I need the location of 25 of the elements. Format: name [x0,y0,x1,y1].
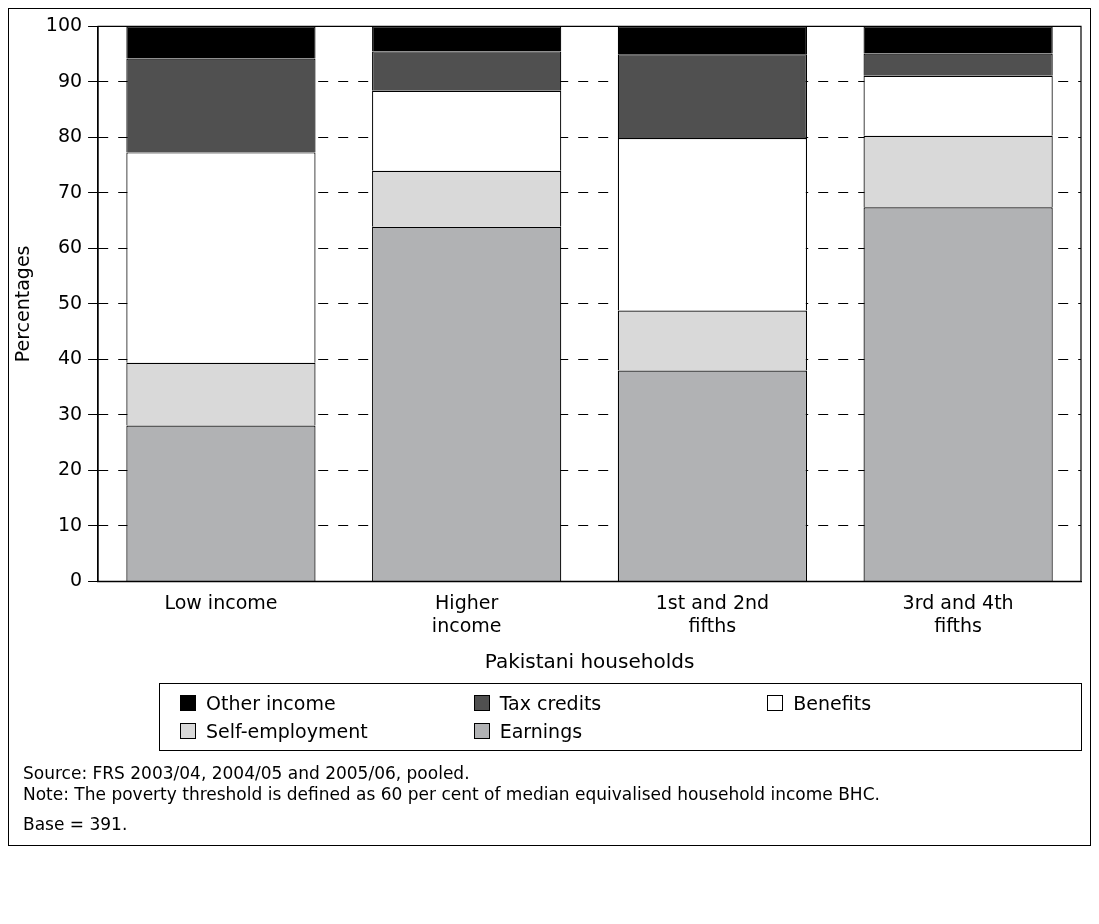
source-note: Source: FRS 2003/04, 2004/05 and 2005/06, pooled. [23,763,471,785]
legend-label: Earnings [499,720,583,742]
y-tick-label: 20 [57,457,83,480]
x-tick-label: 3rd and 4th fifths [902,590,1014,636]
y-tick-label: 80 [57,124,83,147]
x-tick-label: Higher income [431,590,502,636]
text: Note: The poverty threshold is defined as 60 per cent of median equivalised household income BHC. [23,784,881,806]
y-tick-label: 0 [69,568,83,591]
legend-label: Benefits [793,692,872,714]
x-axis-title: Pakistani households [484,649,695,674]
y-tick-label: 30 [57,401,83,424]
legend-label: Tax credits [499,692,602,714]
y-tick-label: 10 [57,512,83,535]
legend-label: Self-employment [206,720,368,742]
x-tick-label: 1st and 2nd fifths [655,590,770,636]
legend-label: Other income [206,692,336,714]
y-tick-label: 70 [57,179,83,202]
y-tick-label: 40 [57,346,83,369]
y-axis-title: Percentages [11,245,34,363]
text: Base = 391. [23,813,129,835]
y-tick-label: 60 [57,235,83,258]
y-tick-label: 100 [45,13,83,36]
y-tick-label: 90 [57,68,83,91]
y-tick-label: 50 [57,290,83,313]
x-tick-label: Low income [164,590,278,613]
